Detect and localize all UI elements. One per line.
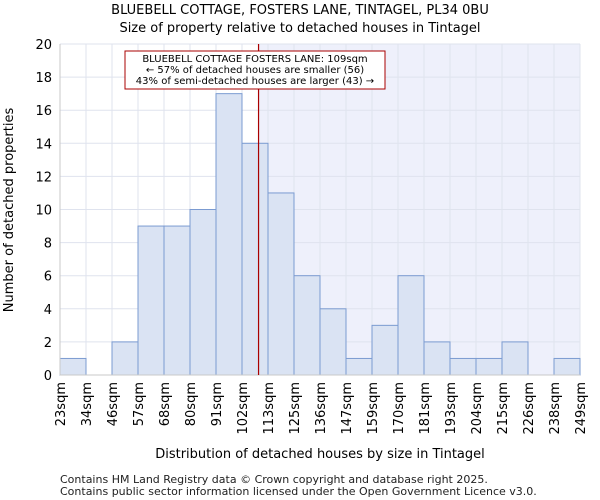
histogram-bar — [59, 357, 87, 376]
histogram-bar — [111, 341, 139, 376]
histogram-bar — [189, 209, 217, 376]
x-tick-label: 238sqm — [548, 382, 563, 435]
histogram-bar — [371, 324, 399, 376]
histogram-bar — [293, 275, 321, 376]
x-tick-label: 91sqm — [210, 382, 225, 426]
y-tick-label: 18 — [35, 71, 52, 86]
y-tick-label: 14 — [35, 137, 52, 152]
x-tick-label: 57sqm — [132, 382, 147, 426]
x-tick-label: 46sqm — [106, 382, 121, 426]
annotation-line: 43% of semi-detached houses are larger (… — [136, 76, 374, 87]
x-tick-label: 204sqm — [470, 382, 485, 435]
x-tick-label: 147sqm — [340, 382, 355, 435]
x-tick-label: 159sqm — [366, 382, 381, 435]
chart-title: BLUEBELL COTTAGE, FOSTERS LANE, TINTAGEL… — [111, 3, 489, 18]
histogram-bar — [137, 225, 165, 376]
x-tick-label: 249sqm — [574, 382, 589, 435]
annotation-line: BLUEBELL COTTAGE FOSTERS LANE: 109sqm — [142, 54, 367, 65]
plot-area: 0 2 4 6 8 10 12 14 16 18 20 23sqm 34sqm 46sqm 57sqm 68s… — [35, 38, 589, 435]
y-tick-label: 4 — [44, 303, 52, 318]
annotation-line: ← 57% of detached houses are smaller (56… — [146, 65, 364, 76]
x-tick-label: 34sqm — [80, 382, 95, 426]
y-tick-label: 20 — [35, 38, 52, 53]
y-tick-label: 0 — [44, 369, 52, 384]
y-tick-label: 16 — [35, 104, 52, 119]
x-tick-label: 136sqm — [314, 382, 329, 435]
x-tick-label: 23sqm — [54, 382, 69, 426]
histogram-bar — [397, 275, 425, 376]
x-tick-label: 170sqm — [392, 382, 407, 435]
histogram-bar — [345, 357, 373, 376]
histogram-bar — [163, 225, 191, 376]
histogram-bar — [215, 93, 243, 376]
annotation-box — [124, 50, 386, 90]
histogram-bar — [241, 142, 269, 376]
x-tick-label: 226sqm — [522, 382, 537, 435]
footer-line-1: Contains HM Land Registry data © Crown c… — [60, 473, 488, 486]
histogram-bar — [449, 357, 477, 376]
x-axis-label: Distribution of detached houses by size … — [155, 447, 485, 462]
x-tick-label: 113sqm — [262, 382, 277, 435]
histogram-bar — [501, 341, 529, 376]
x-tick-label: 102sqm — [236, 382, 251, 435]
x-tick-label: 193sqm — [444, 382, 459, 435]
x-tick-label: 68sqm — [158, 382, 173, 426]
y-axis-label: Number of detached properties — [2, 108, 17, 313]
histogram-bar — [267, 192, 295, 376]
histogram-bar — [319, 308, 347, 376]
x-tick-label: 125sqm — [288, 382, 303, 435]
y-tick-label: 12 — [35, 170, 52, 185]
y-tick-label: 6 — [44, 270, 52, 285]
footer-line-2: Contains public sector information licen… — [60, 485, 537, 498]
y-tick-label: 8 — [44, 237, 52, 252]
y-tick-label: 10 — [35, 204, 52, 219]
histogram-bar — [423, 341, 451, 376]
x-tick-label: 215sqm — [496, 382, 511, 435]
chart-subtitle: Size of property relative to detached ho… — [119, 21, 480, 36]
x-tick-label: 181sqm — [418, 382, 433, 435]
x-tick-label: 80sqm — [184, 382, 199, 426]
y-tick-label: 2 — [44, 336, 52, 351]
histogram-bar — [553, 357, 581, 376]
histogram-bar — [475, 357, 503, 376]
